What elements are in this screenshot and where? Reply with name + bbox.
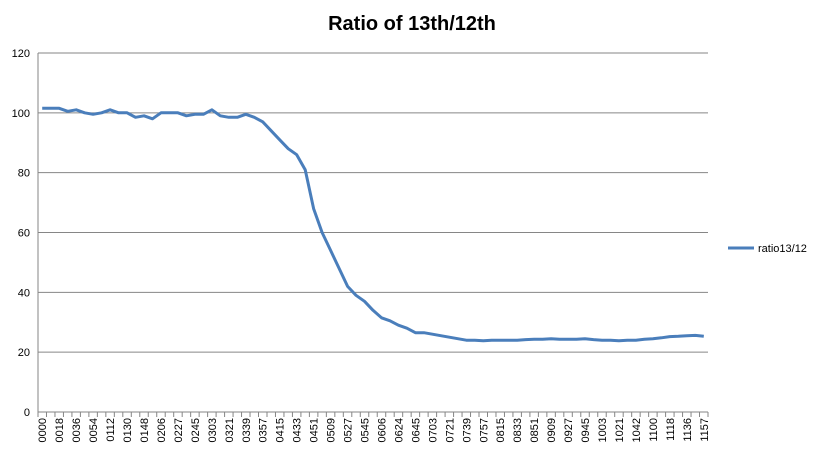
x-tick-label: 0624 xyxy=(393,418,405,442)
x-tick-label: 0321 xyxy=(224,418,236,442)
x-tick-label: 0927 xyxy=(563,418,575,442)
x-tick-label: 0227 xyxy=(173,418,185,442)
x-tick-label: 0054 xyxy=(88,418,100,442)
x-tick-label: 1021 xyxy=(614,418,626,442)
x-tick-label: 0000 xyxy=(37,418,49,442)
x-tick-label: 0851 xyxy=(529,418,541,442)
x-tick-label: 0833 xyxy=(512,418,524,442)
x-tick-label: 0148 xyxy=(139,418,151,442)
x-tick-label: 1136 xyxy=(682,418,694,442)
x-tick-label: 0451 xyxy=(309,418,321,442)
x-tick-label: 0945 xyxy=(580,418,592,442)
x-tick-label: 1100 xyxy=(648,418,660,442)
legend-label: ratio13/12 xyxy=(758,243,807,255)
x-tick-label: 0645 xyxy=(410,418,422,442)
x-tick-label: 1042 xyxy=(631,418,643,442)
x-tick-label: 0303 xyxy=(207,418,219,442)
y-tick-label: 40 xyxy=(18,287,30,299)
x-tick-label: 0545 xyxy=(360,418,372,442)
y-tick-label: 80 xyxy=(18,168,30,180)
y-tick-label: 60 xyxy=(18,228,30,240)
x-tick-label: 0509 xyxy=(326,418,338,442)
x-tick-label: 0703 xyxy=(427,418,439,442)
x-tick-label: 0721 xyxy=(444,418,456,442)
x-tick-label: 0757 xyxy=(478,418,490,442)
x-tick-label: 0909 xyxy=(546,418,558,442)
x-tick-label: 0036 xyxy=(71,418,83,442)
x-tick-label: 0206 xyxy=(156,418,168,442)
y-tick-label: 0 xyxy=(24,407,30,419)
y-tick-label: 120 xyxy=(12,48,30,60)
x-tick-label: 1003 xyxy=(597,418,609,442)
x-tick-label: 0245 xyxy=(190,418,202,442)
x-tick-label: 0112 xyxy=(105,418,117,442)
x-tick-label: 0357 xyxy=(258,418,270,442)
x-tick-label: 1118 xyxy=(665,418,677,441)
x-tick-label: 0433 xyxy=(292,418,304,442)
x-tick-label: 1157 xyxy=(699,418,711,442)
y-tick-label: 100 xyxy=(12,108,30,120)
x-tick-label: 0606 xyxy=(376,418,388,442)
x-tick-label: 0130 xyxy=(122,418,134,442)
x-tick-label: 0739 xyxy=(461,418,473,442)
x-tick-label: 0018 xyxy=(54,418,66,442)
data-line xyxy=(42,106,704,343)
x-tick-label: 0339 xyxy=(241,418,253,442)
y-tick-label: 20 xyxy=(18,347,30,359)
x-tick-label: 0415 xyxy=(275,418,287,442)
x-tick-label: 0815 xyxy=(495,418,507,442)
chart-title: Ratio of 13th/12th xyxy=(328,13,496,35)
x-tick-label: 0527 xyxy=(343,418,355,442)
